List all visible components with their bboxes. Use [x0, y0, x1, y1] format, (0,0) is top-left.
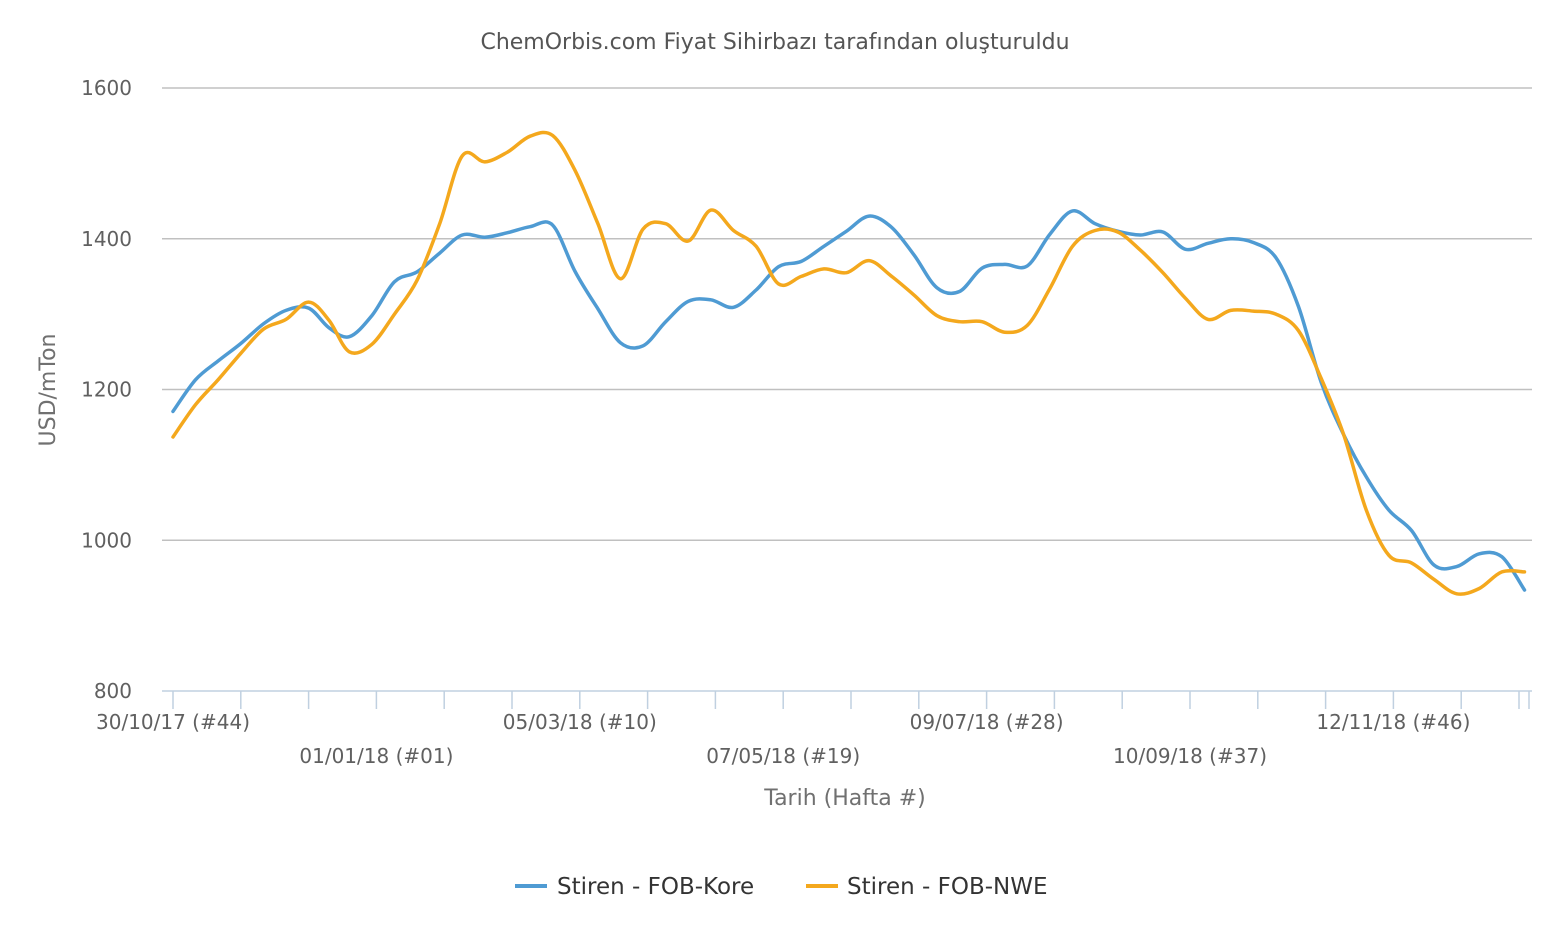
- y-tick-label: 1200: [81, 378, 132, 402]
- series-line-fob-kore: [171, 209, 1527, 592]
- series-line-fob-nwe: [171, 130, 1527, 596]
- x-tick-label: 01/01/18 (#01): [299, 744, 453, 768]
- y-tick-label: 1600: [81, 76, 132, 100]
- x-tick-label: 05/03/18 (#10): [503, 710, 657, 734]
- x-axis: 30/10/17 (#44) 01/01/18 (#01) 05/03/18 (#1…: [96, 690, 1532, 768]
- x-tick-label: 07/05/18 (#19): [706, 744, 860, 768]
- x-axis-title: Tarih (Hafta #): [763, 786, 925, 811]
- chart-title: ChemOrbis.com Fiyat Sihirbazı tarafından…: [480, 30, 1069, 55]
- x-tick-label: 10/09/18 (#37): [1113, 744, 1267, 768]
- grid-layer: 800 1000 1200 1400 1600: [81, 76, 1532, 703]
- x-tick-label: 30/10/17 (#44): [96, 710, 250, 734]
- legend: Stiren - FOB-Kore Stiren - FOB-NWE: [515, 874, 1048, 900]
- y-tick-label: 1000: [81, 528, 132, 552]
- y-tick-label: 800: [94, 679, 132, 703]
- y-tick-label: 1400: [81, 227, 132, 251]
- series-layer: [171, 130, 1527, 596]
- x-tick-label: 09/07/18 (#28): [910, 710, 1064, 734]
- legend-label[interactable]: Stiren - FOB-NWE: [847, 874, 1048, 900]
- legend-label[interactable]: Stiren - FOB-Kore: [557, 874, 754, 900]
- y-axis-title: USD/mTon: [36, 334, 61, 447]
- x-tick-label: 12/11/18 (#46): [1316, 710, 1470, 734]
